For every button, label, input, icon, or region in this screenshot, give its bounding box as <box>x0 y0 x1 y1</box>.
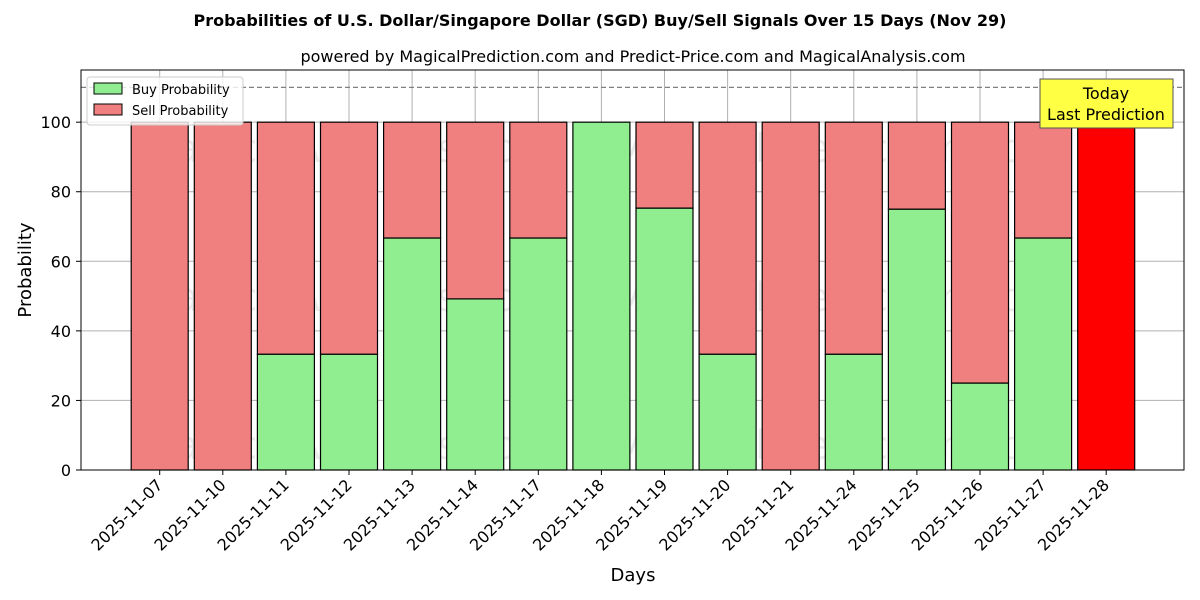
bar-sell-today <box>1077 121 1136 471</box>
last-prediction-label: Last Prediction <box>1047 105 1165 124</box>
bar-layer <box>130 121 1136 471</box>
legend-label-buy: Buy Probability <box>132 83 230 98</box>
bar-buy <box>383 237 442 471</box>
bar-sell <box>383 121 442 239</box>
bar-buy <box>887 208 947 471</box>
bar-sell <box>698 121 757 355</box>
bar-buy <box>635 207 694 471</box>
bar-buy <box>698 353 757 471</box>
bar-sell <box>446 121 505 300</box>
x-axis-label: Days <box>611 565 656 586</box>
today-annotation-box <box>1039 78 1174 129</box>
bar-sell <box>130 121 189 471</box>
bar-sell <box>256 121 315 355</box>
bar-buy <box>319 353 379 471</box>
bar-sell <box>509 121 568 239</box>
y-tick-label: 0 <box>61 461 71 480</box>
bar-sell <box>1013 121 1073 239</box>
y-axis-label: Probability <box>15 222 36 317</box>
legend-label-sell: Sell Probability <box>132 104 229 119</box>
bar-buy <box>509 237 568 471</box>
legend-swatch-sell <box>93 103 123 116</box>
bar-buy <box>446 298 505 471</box>
bar-sell <box>193 121 252 471</box>
bar-sell <box>950 121 1010 384</box>
bar-sell <box>887 121 947 210</box>
x-axis: 2025-11-072025-11-102025-11-112025-11-12… <box>87 470 1113 555</box>
plot-frame <box>80 69 1185 471</box>
y-tick-label: 60 <box>51 252 71 271</box>
bar-buy <box>950 382 1010 471</box>
bar-buy <box>1013 237 1073 471</box>
legend-box <box>86 76 244 126</box>
bar-buy <box>572 121 631 471</box>
bar-buy <box>824 353 883 471</box>
today-annotation: Today Last Prediction <box>1039 78 1174 129</box>
bar-sell <box>761 121 820 471</box>
y-tick-label: 100 <box>40 113 71 132</box>
legend-swatch-buy <box>93 82 123 95</box>
bar-sell <box>824 121 883 355</box>
bar-sell <box>635 121 694 209</box>
chart-title: Probabilities of U.S. Dollar/Singapore D… <box>194 11 1007 30</box>
y-axis: 0 20 40 60 80 100 <box>40 113 81 480</box>
y-tick-label: 20 <box>51 391 71 410</box>
bar-buy <box>256 353 315 471</box>
legend: Buy Probability Sell Probability <box>86 76 244 126</box>
chart-subtitle: powered by MagicalPrediction.com and Pre… <box>300 47 965 66</box>
bar-sell <box>319 121 379 355</box>
today-label: Today <box>1082 84 1129 103</box>
y-tick-label: 80 <box>51 183 71 202</box>
y-tick-label: 40 <box>51 322 71 341</box>
